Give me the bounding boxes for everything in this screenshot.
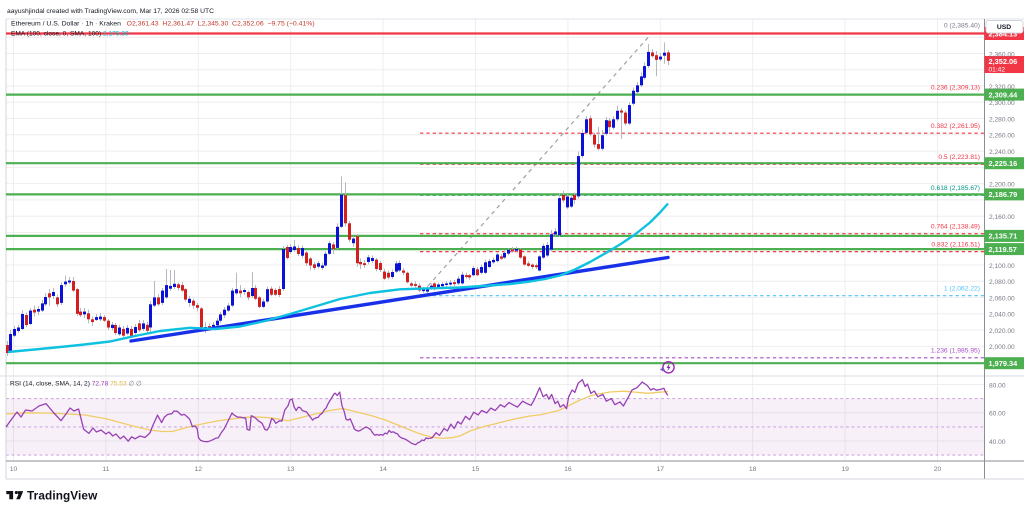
svg-text:2,384.13: 2,384.13 (989, 29, 1018, 38)
svg-text:2,360.00: 2,360.00 (989, 51, 1015, 58)
svg-text:EMA (100, close, 0, SMA, 100): EMA (100, close, 0, SMA, 100) 2,175.30 (11, 30, 129, 37)
svg-text:16: 16 (564, 466, 572, 473)
svg-text:1,979.34: 1,979.34 (989, 359, 1019, 368)
svg-text:2,352.06: 2,352.06 (989, 57, 1018, 66)
svg-text:2,020.00: 2,020.00 (989, 328, 1015, 335)
svg-text:0.618 (2,185.67): 0.618 (2,185.67) (931, 185, 980, 192)
svg-text:11: 11 (102, 466, 109, 473)
svg-text:19: 19 (841, 466, 849, 473)
svg-text:2,119.57: 2,119.57 (989, 245, 1017, 254)
svg-text:15: 15 (472, 466, 480, 473)
svg-text:Ethereum / U.S. Dollar · 1h ·: Ethereum / U.S. Dollar · 1h · Kraken O2,… (11, 21, 315, 28)
svg-text:0.236 (2,309.13): 0.236 (2,309.13) (931, 85, 980, 92)
svg-text:0 (2,385.40): 0 (2,385.40) (944, 23, 980, 30)
svg-text:2,240.00: 2,240.00 (989, 149, 1015, 156)
svg-text:13: 13 (287, 466, 295, 473)
svg-text:0.5 (2,223.81): 0.5 (2,223.81) (938, 154, 980, 161)
svg-text:2,186.79: 2,186.79 (989, 190, 1018, 199)
svg-text:2,309.44: 2,309.44 (989, 90, 1019, 99)
svg-text:2,200.00: 2,200.00 (989, 181, 1015, 188)
svg-text:2,260.00: 2,260.00 (989, 133, 1015, 140)
svg-text:2,280.00: 2,280.00 (989, 116, 1015, 123)
svg-text:80.00: 80.00 (989, 382, 1006, 389)
svg-text:2,320.00: 2,320.00 (989, 84, 1015, 91)
svg-text:2,160.00: 2,160.00 (989, 214, 1015, 221)
svg-text:2,000.00: 2,000.00 (989, 344, 1015, 351)
svg-text:RSI (14, close, SMA, 14, 2) 72: RSI (14, close, SMA, 14, 2) 72.78 75.53 … (10, 381, 142, 388)
svg-text:2,225.16: 2,225.16 (989, 159, 1018, 168)
svg-text:10: 10 (10, 466, 18, 473)
svg-text:20: 20 (934, 466, 942, 473)
svg-text:1 (2,062.22): 1 (2,062.22) (944, 286, 980, 293)
svg-text:12: 12 (195, 466, 203, 473)
svg-text:2,040.00: 2,040.00 (989, 312, 1015, 319)
svg-text:01:42: 01:42 (989, 66, 1006, 73)
svg-text:40.00: 40.00 (989, 439, 1006, 446)
svg-text:0.832 (2,116.51): 0.832 (2,116.51) (931, 241, 980, 248)
svg-text:2,080.00: 2,080.00 (989, 279, 1015, 286)
svg-text:2,100.00: 2,100.00 (989, 263, 1015, 270)
svg-text:18: 18 (749, 466, 757, 473)
svg-text:TradingView: TradingView (27, 489, 98, 503)
svg-text:2,135.71: 2,135.71 (989, 232, 1018, 241)
svg-text:17: 17 (657, 466, 665, 473)
svg-text:0.382 (2,261.95): 0.382 (2,261.95) (931, 123, 980, 130)
svg-text:2,060.00: 2,060.00 (989, 295, 1015, 302)
svg-text:USD: USD (997, 24, 1011, 31)
svg-text:2,300.00: 2,300.00 (989, 100, 1015, 107)
svg-text:aayushjindal created with Trad: aayushjindal created with TradingView.co… (7, 8, 214, 15)
svg-text:1.236 (1,985.95): 1.236 (1,985.95) (931, 348, 980, 355)
svg-text:0.764 (2,138.49): 0.764 (2,138.49) (931, 224, 980, 231)
svg-text:14: 14 (379, 466, 387, 473)
svg-text:60.00: 60.00 (989, 411, 1006, 418)
